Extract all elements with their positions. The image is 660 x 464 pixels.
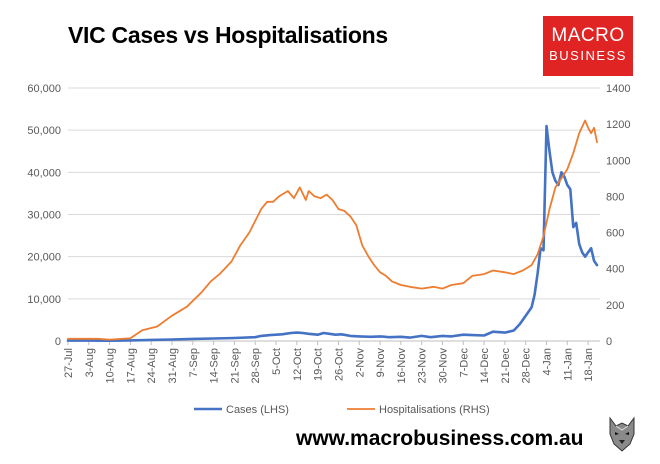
right-tick-label: 1200 bbox=[606, 119, 630, 131]
x-tick-label: 5-Oct bbox=[271, 348, 283, 375]
x-tick-label: 7-Sep bbox=[188, 348, 200, 377]
x-tick-label: 9-Nov bbox=[375, 348, 387, 378]
cases-line bbox=[66, 124, 599, 343]
legend: Cases (LHS) Hospitalisations (RHS) bbox=[194, 404, 490, 416]
wolf-logo-icon bbox=[609, 416, 635, 452]
x-tick-label: 24-Aug bbox=[146, 348, 158, 383]
x-tick-label: 27-Jul bbox=[63, 348, 75, 378]
x-tick-label: 23-Nov bbox=[417, 348, 429, 384]
x-tick-label: 7-Dec bbox=[458, 348, 470, 378]
right-tick-label: 600 bbox=[606, 228, 624, 240]
right-tick-label: 0 bbox=[606, 336, 612, 348]
right-tick-label: 1400 bbox=[606, 83, 630, 95]
x-tick-label: 17-Aug bbox=[125, 348, 137, 383]
left-tick-label: 60,000 bbox=[27, 83, 61, 95]
logo-line-2: BUSINESS bbox=[549, 48, 627, 63]
x-tick-label: 3-Aug bbox=[84, 348, 96, 377]
x-tick-label: 4-Jan bbox=[542, 348, 554, 376]
legend-label: Cases (LHS) bbox=[226, 404, 289, 416]
x-tick-label: 14-Dec bbox=[479, 348, 491, 384]
x-tick-label: 2-Nov bbox=[354, 348, 366, 378]
x-tick-label: 10-Aug bbox=[105, 348, 117, 383]
x-tick-label: 19-Oct bbox=[313, 348, 325, 381]
left-tick-label: 40,000 bbox=[27, 167, 61, 179]
x-tick-label: 11-Jan bbox=[562, 348, 574, 381]
right-axis: 0 200 400 600 800 1000 1200 1400 bbox=[606, 83, 630, 348]
x-tick-label: 28-Sep bbox=[250, 348, 262, 383]
x-tick-label: 18-Jan bbox=[583, 348, 595, 382]
left-tick-label: 30,000 bbox=[27, 210, 61, 222]
x-tick-label: 31-Aug bbox=[167, 348, 179, 383]
hospitalisations-line bbox=[67, 119, 598, 341]
gridlines bbox=[68, 87, 600, 342]
left-tick-label: 0 bbox=[55, 336, 61, 348]
x-tick-label: 12-Oct bbox=[292, 348, 304, 381]
right-tick-label: 1000 bbox=[606, 155, 630, 167]
x-tick-label: 28-Dec bbox=[521, 348, 533, 384]
x-tick-label: 14-Sep bbox=[209, 348, 221, 383]
left-tick-label: 20,000 bbox=[27, 252, 61, 264]
chart-title: VIC Cases vs Hospitalisations bbox=[68, 22, 388, 48]
left-axis: 0 10,000 20,000 30,000 40,000 50,000 60,000 bbox=[27, 83, 61, 348]
left-tick-label: 10,000 bbox=[27, 294, 61, 306]
x-tick-label: 16-Nov bbox=[396, 348, 408, 384]
right-tick-label: 200 bbox=[606, 300, 624, 312]
x-tick-label: 26-Oct bbox=[333, 348, 345, 381]
series-lines bbox=[66, 119, 599, 343]
left-tick-label: 50,000 bbox=[27, 125, 61, 137]
x-tick-label: 30-Nov bbox=[437, 348, 449, 384]
website-url: www.macrobusiness.com.au bbox=[296, 427, 584, 450]
x-axis: 27-Jul 3-Aug 10-Aug 17-Aug 24-Aug 31-Aug 7-Sep… bbox=[63, 340, 600, 384]
x-tick-label: 21-Sep bbox=[229, 348, 241, 383]
x-tick-label: 21-Dec bbox=[500, 348, 512, 384]
right-tick-label: 400 bbox=[606, 264, 624, 276]
logo-line-1: MACRO bbox=[551, 25, 625, 46]
right-tick-label: 800 bbox=[606, 191, 624, 203]
legend-label: Hospitalisations (RHS) bbox=[379, 404, 490, 416]
macrobusiness-logo: MACRO BUSINESS bbox=[543, 16, 633, 76]
